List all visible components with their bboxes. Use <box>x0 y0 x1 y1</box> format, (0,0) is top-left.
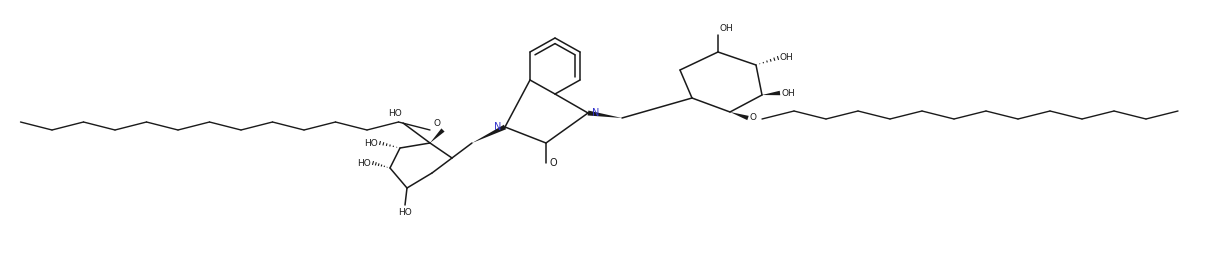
Polygon shape <box>473 125 507 143</box>
Text: HO: HO <box>389 109 402 118</box>
Text: N: N <box>493 122 501 132</box>
Text: HO: HO <box>398 208 412 217</box>
Polygon shape <box>430 128 445 143</box>
Text: O: O <box>551 158 558 168</box>
Polygon shape <box>730 112 749 120</box>
Text: OH: OH <box>720 24 733 33</box>
Text: O: O <box>750 114 758 122</box>
Text: OH: OH <box>780 54 794 63</box>
Polygon shape <box>762 91 781 95</box>
Polygon shape <box>587 111 622 118</box>
Text: HO: HO <box>364 139 378 148</box>
Text: HO: HO <box>357 158 371 167</box>
Text: O: O <box>434 119 440 128</box>
Text: OH: OH <box>782 88 795 97</box>
Text: N: N <box>592 108 599 118</box>
